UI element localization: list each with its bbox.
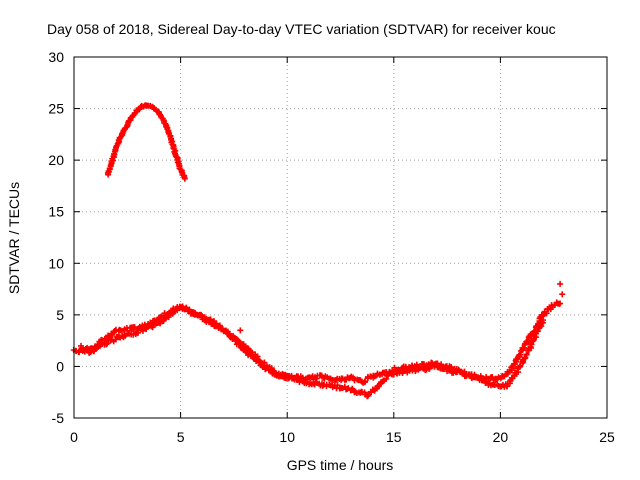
x-tick-label: 0: [70, 429, 78, 445]
data-point: [534, 328, 541, 335]
y-tick-label: 25: [48, 101, 64, 117]
y-tick-label: 10: [48, 255, 64, 271]
data-point: [557, 280, 564, 287]
data-point: [181, 175, 188, 182]
y-tick-label: 20: [48, 152, 64, 168]
chart-title: Day 058 of 2018, Sidereal Day-to-day VTE…: [47, 21, 556, 37]
y-tick-label: 15: [48, 204, 64, 220]
data-point: [234, 336, 241, 343]
y-tick-label: 30: [48, 49, 64, 65]
y-tick-label: -5: [52, 410, 65, 426]
y-tick-label: 0: [56, 358, 64, 374]
data-point: [557, 300, 564, 307]
data-point: [362, 378, 369, 385]
data-point: [523, 351, 530, 358]
label-layer: 0 5 10 15 20 25 -5 0 5 10 15 20 25 30: [48, 49, 615, 445]
data-point: [254, 353, 261, 360]
x-tick-label: 25: [599, 429, 615, 445]
data-point: [559, 291, 566, 298]
data-point: [384, 372, 391, 379]
data-layer: [70, 102, 566, 400]
data-point: [416, 364, 423, 371]
plot-frame: [73, 56, 608, 419]
y-axis-title: SDTVAR / TECUs: [6, 182, 22, 294]
x-tick-label: 5: [177, 429, 185, 445]
x-tick-label: 20: [493, 429, 509, 445]
data-point: [248, 349, 255, 356]
tick-layer: [73, 56, 608, 419]
data-point: [543, 310, 550, 317]
x-tick-label: 10: [279, 429, 295, 445]
data-point: [237, 327, 244, 334]
x-axis-title: GPS time / hours: [287, 457, 394, 473]
data-point: [448, 363, 455, 370]
x-tick-label: 15: [386, 429, 402, 445]
y-tick-label: 5: [56, 307, 64, 323]
data-point: [104, 340, 111, 347]
data-point: [540, 317, 547, 324]
data-point: [517, 351, 524, 358]
